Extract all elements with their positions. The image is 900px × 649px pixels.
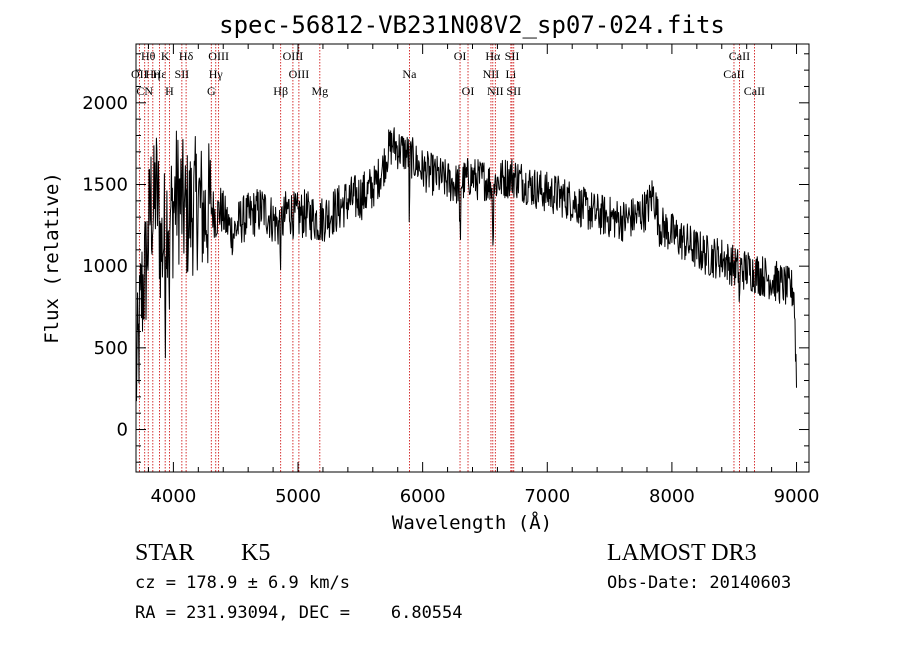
line-label: Hα xyxy=(485,49,501,63)
line-label: SII xyxy=(506,84,521,98)
y-tick-label: 1000 xyxy=(82,256,128,277)
x-tick-label: 4000 xyxy=(150,486,196,507)
line-label: Hθ xyxy=(141,49,156,63)
line-label: OII xyxy=(131,67,148,81)
line-label: CaII xyxy=(723,67,744,81)
line-label: OI xyxy=(462,84,475,98)
line-label: G xyxy=(207,84,216,98)
y-tick-label: 0 xyxy=(117,420,128,441)
x-tick-label: 6000 xyxy=(400,486,446,507)
line-label: CaII xyxy=(744,84,765,98)
line-label: SII xyxy=(175,67,190,81)
line-label: NII xyxy=(483,67,500,81)
class-label: STAR xyxy=(135,540,195,566)
line-label: NII xyxy=(487,84,504,98)
line-label: Hγ xyxy=(209,67,224,81)
line-label: CN xyxy=(136,84,153,98)
line-markers xyxy=(138,44,755,472)
line-label: Hε xyxy=(153,67,167,81)
x-tick-label: 8000 xyxy=(649,486,695,507)
y-tick-label: 500 xyxy=(94,338,128,359)
line-label: OIII xyxy=(283,49,304,63)
y-tick-label: 2000 xyxy=(82,93,128,114)
line-label: SII xyxy=(505,49,520,63)
redshift-label: cz = 178.9 ± 6.9 km/s xyxy=(135,573,350,593)
line-label: CaII xyxy=(729,49,750,63)
line-label: Mg xyxy=(311,84,328,98)
coords-label: RA = 231.93094, DEC = 6.80554 xyxy=(135,603,463,623)
line-label: Hβ xyxy=(273,84,288,98)
subclass-label: K5 xyxy=(241,540,271,566)
line-label: OIII xyxy=(208,49,229,63)
y-axis-label: Flux (relative) xyxy=(41,172,63,344)
line-label: Li xyxy=(506,67,517,81)
line-label: OIII xyxy=(289,67,310,81)
x-tick-label: 7000 xyxy=(524,486,570,507)
line-label: Hδ xyxy=(179,49,194,63)
obs-date-label: Obs-Date: 20140603 xyxy=(607,573,792,593)
x-tick-label: 9000 xyxy=(774,486,820,507)
line-label: Na xyxy=(402,67,417,81)
line-label: OI xyxy=(454,49,467,63)
x-axis-label: Wavelength (Å) xyxy=(392,511,552,534)
spectrum-series xyxy=(135,127,797,402)
chart-title: spec-56812-VB231N08V2_sp07-024.fits xyxy=(219,11,725,39)
survey-label: LAMOST DR3 xyxy=(607,540,757,566)
line-label: K xyxy=(161,49,170,63)
x-axis-ticks: 4000 5000 6000 7000 8000 9000 xyxy=(147,44,820,507)
y-tick-label: 1500 xyxy=(82,174,128,195)
y-axis-ticks: 0 500 1000 1500 2000 xyxy=(82,53,809,463)
line-label: Hη xyxy=(145,67,160,81)
x-tick-label: 5000 xyxy=(275,486,321,507)
line-label: H xyxy=(165,84,174,98)
